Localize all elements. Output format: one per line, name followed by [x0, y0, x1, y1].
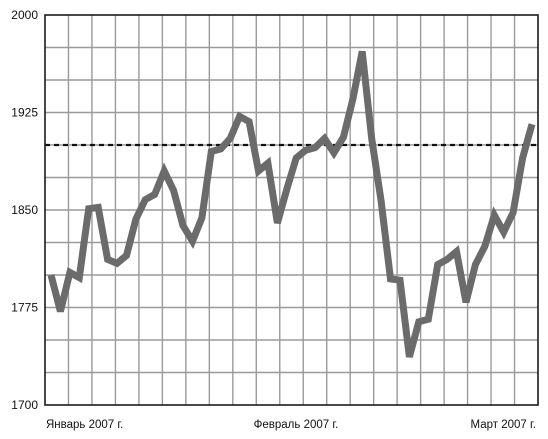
plot-border — [44, 14, 539, 406]
series-group — [47, 50, 536, 358]
y-tick-label: 1775 — [11, 301, 38, 315]
y-tick-label: 1850 — [11, 203, 38, 217]
series-line — [47, 50, 536, 358]
grid — [45, 15, 538, 405]
x-tick-label: Март 2007 г. — [471, 419, 536, 431]
x-tick-label: Февраль 2007 г. — [254, 419, 339, 431]
plot-frame — [44, 14, 539, 406]
x-axis-ticks: Январь 2007 г. Февраль 2007 г. Март 2007 г… — [46, 419, 536, 431]
y-tick-label: 1925 — [11, 106, 38, 120]
x-tick-label: Январь 2007 г. — [46, 419, 123, 431]
y-axis-ticks: 2000 1925 1850 1775 1700 — [11, 8, 38, 412]
y-tick-label: 2000 — [11, 8, 38, 22]
y-tick-label: 1700 — [11, 398, 38, 412]
